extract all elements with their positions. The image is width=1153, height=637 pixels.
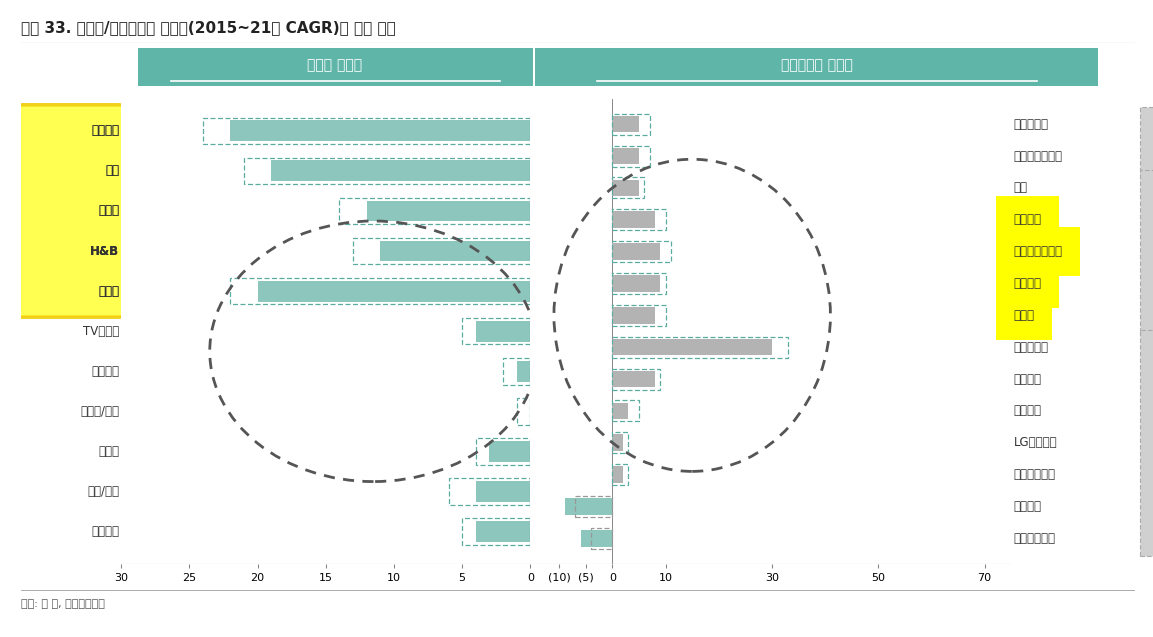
Bar	[565, 498, 612, 515]
Bar	[612, 371, 655, 387]
Text: 대봉엘에스: 대봉엘에스	[1013, 118, 1048, 131]
Text: 면세점: 면세점	[98, 285, 119, 297]
Text: 백화점: 백화점	[98, 445, 119, 458]
Text: H&B: H&B	[90, 245, 119, 257]
FancyBboxPatch shape	[1140, 170, 1153, 333]
Bar	[612, 307, 655, 324]
Bar	[612, 275, 661, 292]
Text: 해브앤비: 해브앤비	[1013, 373, 1041, 385]
Text: 인적판매: 인적판매	[91, 365, 119, 378]
FancyBboxPatch shape	[535, 48, 1098, 86]
Text: 클리오: 클리오	[1013, 309, 1034, 322]
Text: 슈퍼/마트: 슈퍼/마트	[88, 485, 119, 498]
Text: LG생활건강: LG생활건강	[1013, 436, 1057, 449]
Text: 온라인: 온라인	[98, 204, 119, 217]
Text: 온라인: 온라인	[98, 204, 119, 217]
Bar	[367, 201, 530, 222]
Bar	[476, 321, 530, 341]
Text: H&B: H&B	[90, 245, 119, 257]
Text: 자료: 각 사, 하나금융투자: 자료: 각 사, 하나금융투자	[21, 599, 105, 609]
Bar	[612, 243, 661, 260]
Text: 그림 33. 채널별/밸류체인별 성장률(2015~21년 CAGR)과 시장 변화: 그림 33. 채널별/밸류체인별 성장률(2015~21년 CAGR)과 시장 …	[21, 20, 395, 36]
Bar	[612, 466, 623, 483]
Bar	[476, 521, 530, 542]
Bar	[612, 180, 639, 196]
Bar	[257, 281, 530, 301]
Bar	[612, 211, 655, 228]
Text: 코스맥스: 코스맥스	[1013, 277, 1041, 290]
Text: 밸류체인별 성장률: 밸류체인별 성장률	[782, 58, 853, 72]
Text: 해외현지: 해외현지	[91, 124, 119, 138]
Text: 토니모리: 토니모리	[1013, 500, 1041, 513]
Text: TV홈쇼핑: TV홈쇼핑	[83, 325, 119, 338]
Text: 해외현지: 해외현지	[91, 124, 119, 138]
Text: 편의점/약국: 편의점/약국	[80, 405, 119, 418]
Bar	[489, 441, 530, 462]
Bar	[476, 481, 530, 502]
FancyBboxPatch shape	[1140, 106, 1153, 173]
Text: 수출: 수출	[105, 164, 119, 177]
Text: 아모레퍼시픽: 아모레퍼시픽	[1013, 468, 1056, 481]
Bar	[612, 403, 628, 419]
Bar	[612, 116, 639, 132]
Text: 코스메카코리아: 코스메카코리아	[1013, 245, 1063, 258]
FancyBboxPatch shape	[1140, 330, 1153, 555]
Text: 한국콜마: 한국콜마	[1013, 213, 1041, 226]
FancyBboxPatch shape	[17, 104, 125, 317]
Text: 면세점: 면세점	[98, 285, 119, 297]
Text: 현대바이오랜드: 현대바이오랜드	[1013, 150, 1063, 162]
Text: 브랜드샵: 브랜드샵	[91, 525, 119, 538]
Bar	[517, 361, 530, 382]
Text: 카버코리아: 카버코리아	[1013, 341, 1048, 354]
Text: 연우: 연우	[1013, 182, 1027, 194]
Bar	[271, 161, 530, 182]
Bar	[612, 148, 639, 164]
Text: 채널별 성장률: 채널별 성장률	[308, 58, 362, 72]
Text: 수출: 수출	[105, 164, 119, 177]
Bar	[581, 530, 612, 547]
FancyBboxPatch shape	[137, 48, 533, 86]
Bar	[231, 120, 530, 141]
Bar	[612, 434, 623, 451]
Bar	[380, 241, 530, 262]
Text: 애경산업: 애경산업	[1013, 404, 1041, 417]
Text: 에이블씨엔씨: 에이블씨엔씨	[1013, 532, 1056, 545]
Bar	[612, 339, 773, 355]
